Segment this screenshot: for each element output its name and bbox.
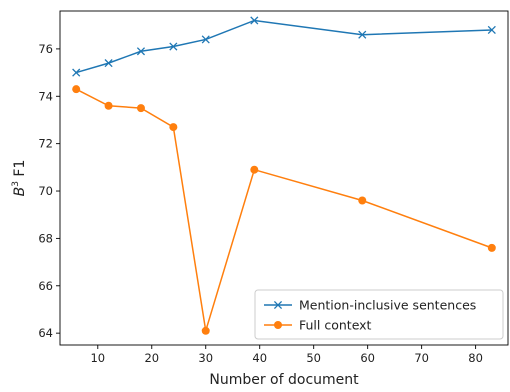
data-point <box>250 165 259 174</box>
y-tick-label: 72 <box>38 137 53 151</box>
x-tick-label: 50 <box>306 351 321 365</box>
legend: Mention-inclusive sentences Full context <box>254 289 504 340</box>
data-point <box>201 326 210 335</box>
data-point <box>136 47 146 56</box>
y-tick-label: 68 <box>38 231 53 245</box>
y-tick-label: 70 <box>38 184 53 198</box>
legend-entry: Full context <box>264 318 372 333</box>
data-point <box>169 42 178 51</box>
legend-label: Full context <box>299 318 372 333</box>
x-tick-label: 30 <box>198 351 213 365</box>
plot-frame <box>59 10 509 346</box>
data-point <box>72 68 81 77</box>
legend-marker <box>274 321 282 329</box>
data-point <box>136 104 145 113</box>
legend-marker <box>273 300 283 310</box>
x-tick-label: 70 <box>414 351 429 365</box>
x-tick-label: 20 <box>144 351 159 365</box>
legend-box <box>254 289 504 340</box>
data-point <box>104 101 113 110</box>
data-point <box>358 196 367 205</box>
plot-area <box>59 10 509 346</box>
data-point <box>169 123 178 132</box>
data-point <box>104 59 113 68</box>
series-line <box>75 19 492 74</box>
y-axis-label-superscript: 3 <box>11 181 21 187</box>
x-axis: 10 20 30 40 50 60 70 80 <box>90 345 483 365</box>
x-tick-label: 40 <box>252 351 267 365</box>
data-point <box>250 16 259 25</box>
data-point <box>358 30 367 39</box>
y-tick-label: 74 <box>38 89 53 103</box>
legend-entry: Mention-inclusive sentences <box>264 298 476 313</box>
x-tick-label: 60 <box>360 351 375 365</box>
data-point <box>487 243 496 252</box>
y-axis-label: B3 F1 <box>11 160 28 197</box>
y-tick-label: 76 <box>38 42 53 56</box>
x-tick-label: 10 <box>90 351 105 365</box>
y-tick-label: 64 <box>38 326 53 340</box>
y-axis-label-rest: F1 <box>12 160 28 181</box>
data-point <box>487 25 496 35</box>
series-line <box>75 88 493 332</box>
legend-label: Mention-inclusive sentences <box>299 298 476 313</box>
x-tick-label: 80 <box>468 351 483 365</box>
data-point <box>201 35 210 44</box>
data-point <box>72 85 81 94</box>
series-layer <box>72 16 496 335</box>
series-mention-inclusive-sentences <box>72 16 496 77</box>
y-tick-label: 66 <box>38 279 53 293</box>
y-axis: 64 66 68 70 72 74 76 <box>38 42 60 340</box>
x-axis-label: Number of document <box>209 372 359 388</box>
series-full-context <box>72 85 496 335</box>
y-axis-label-base: B <box>12 187 28 197</box>
